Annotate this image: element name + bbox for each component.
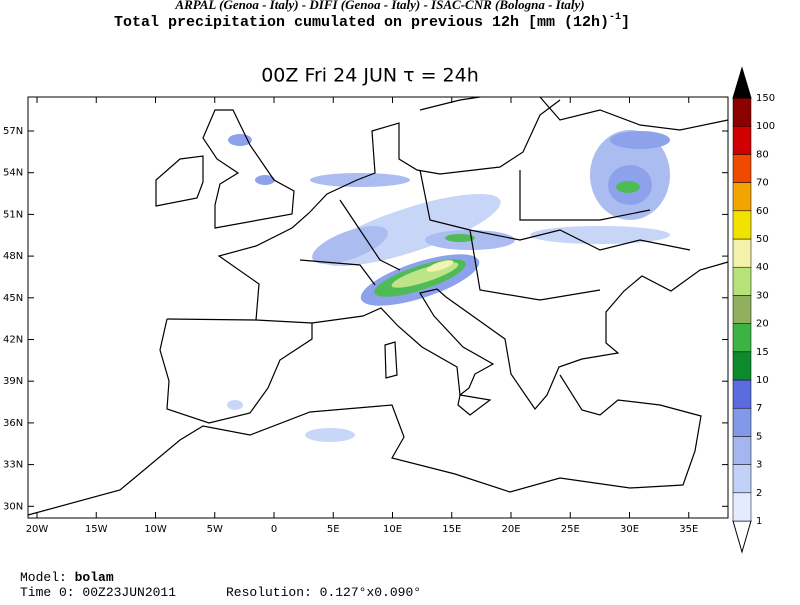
colorbar-label: 80 [756,149,769,160]
colorbar-band [732,266,752,296]
lat-label: 48N [3,251,23,262]
colorbar-label: 15 [756,347,769,358]
model-label: Model: [20,570,67,585]
coastlines [27,96,729,516]
colorbar-band [732,97,752,127]
colorbar-label: 70 [756,178,769,189]
colorbar-band [732,210,752,240]
lat-axis: 57N 54N 51N 48N 45N 42N 39N 36N 33N 30N [3,126,728,512]
lon-label: 0 [271,524,277,535]
colorbar-label: 30 [756,290,769,301]
lon-label: 10W [144,524,167,535]
colorbar-over [732,66,752,99]
colorbar-band [732,125,752,155]
lat-label: 36N [3,418,23,429]
colorbar-band [732,492,752,522]
lon-label: 30E [620,524,639,535]
colorbar-label: 60 [756,206,769,217]
colorbar-label: 3 [756,460,762,471]
colorbar-band [732,436,752,465]
title-main: Total precipitation cumulated on previou… [114,14,609,31]
footer-model: Model: bolam [20,570,114,585]
lat-label: 30N [3,501,23,512]
colorbar-label: 7 [756,403,762,414]
lon-label: 20W [26,524,49,535]
lon-label: 25E [561,524,580,535]
title: Total precipitation cumulated on previou… [114,12,630,31]
lon-label: 5E [327,524,340,535]
colorbar-band [732,295,752,324]
res-label: Resolution: [226,585,312,600]
colorbar-band [732,238,752,268]
colorbar-band [732,379,752,409]
map: 57N 54N 51N 48N 45N 42N 39N 36N 33N 30N 20W 15W 10W… [3,96,729,535]
colorbar-label: 10 [756,375,769,386]
lon-label: 15W [85,524,108,535]
colorbar-band [732,351,752,381]
colorbar-label: 100 [756,121,775,132]
colorbar-label: 40 [756,262,769,273]
colorbar: 1 2 3 5 7 10 15 20 30 40 50 60 70 80 100 150 [732,66,775,554]
credits: ARPAL (Genoa - Italy) - DIFI (Genoa - It… [174,0,584,12]
title-end: ] [621,14,630,31]
lat-label: 57N [3,126,23,137]
lat-label: 39N [3,376,23,387]
colorbar-band [732,464,752,494]
lon-label: 10E [383,524,402,535]
lon-label: 5W [207,524,223,535]
footer-time: Time 0: 00Z23JUN2011 Resolution: 0.127°x… [20,585,421,600]
resolution: 0.127°x0.090° [320,585,421,600]
colorbar-band [732,407,752,437]
title-sup: -1 [609,12,621,23]
lat-label: 54N [3,168,23,179]
colorbar-under [732,520,752,554]
lon-label: 15E [442,524,461,535]
lat-label: 45N [3,293,23,304]
time: 00Z23JUN2011 [82,585,176,600]
lat-label: 33N [3,460,23,471]
model: bolam [75,570,114,585]
colorbar-band [732,323,752,353]
colorbar-label: 5 [756,431,762,442]
colorbar-label: 2 [756,488,762,499]
lon-label: 35E [679,524,698,535]
lat-label: 42N [3,335,23,346]
lat-label: 51N [3,209,23,220]
colorbar-label: 1 [756,516,762,527]
colorbar-label: 150 [756,93,775,104]
colorbar-band [732,182,752,212]
time-label: Time 0: [20,585,75,600]
map-title: 00Z Fri 24 JUN τ = 24h [261,65,479,87]
colorbar-label: 50 [756,234,769,245]
lon-axis: 20W 15W 10W 5W 0 5E 10E 15E 20E 25E 30E 35E [26,97,698,535]
lon-label: 20E [501,524,520,535]
colorbar-label: 20 [756,319,769,330]
colorbar-band [732,154,752,183]
